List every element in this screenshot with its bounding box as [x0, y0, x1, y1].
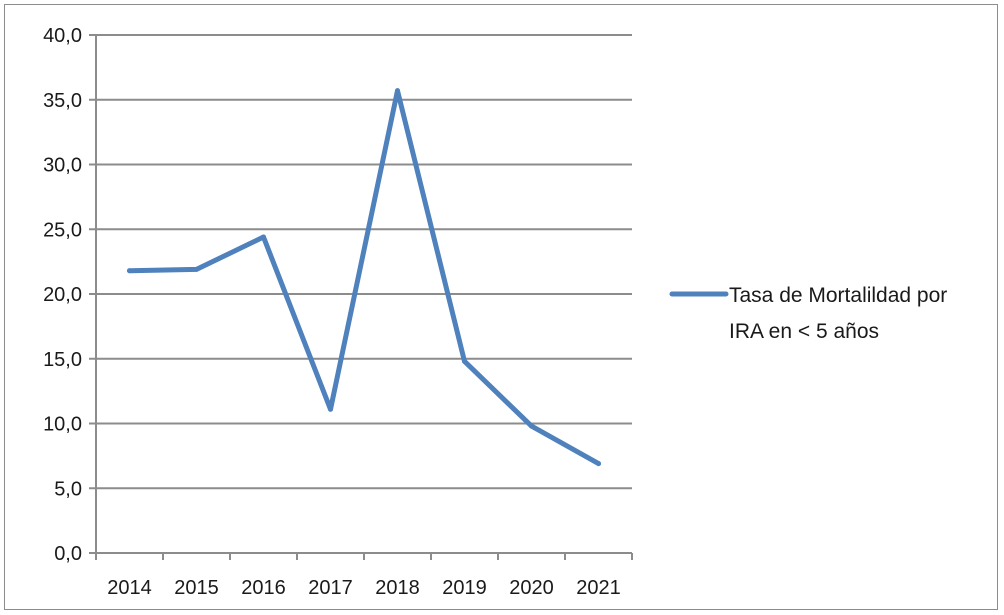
x-tick-label: 2014	[107, 577, 152, 599]
data-point	[395, 88, 400, 94]
x-tick-label: 2019	[442, 577, 487, 599]
y-tick-label: 15,0	[43, 349, 82, 371]
x-tick-label: 2017	[308, 577, 353, 599]
x-tick-label: 2018	[375, 577, 420, 599]
x-axis-tick-labels: 2014 2015 2016 2017 2018 2019 2020 2021	[107, 577, 621, 599]
y-tick-label: 5,0	[54, 478, 82, 500]
y-tick-label: 40,0	[43, 25, 82, 47]
chart-frame	[4, 4, 998, 610]
data-point	[127, 268, 132, 274]
y-tick-label: 35,0	[43, 90, 82, 112]
y-tick-label: 0,0	[54, 543, 82, 565]
data-point	[328, 406, 333, 412]
legend-label: IRA en < 5 años	[729, 320, 879, 343]
y-tick-label: 10,0	[43, 414, 82, 436]
data-point	[462, 358, 467, 364]
data-point	[194, 266, 199, 272]
x-tick-label: 2015	[174, 577, 219, 599]
x-tick-label: 2021	[576, 577, 621, 599]
series-lines	[127, 88, 601, 467]
x-tick-label: 2016	[241, 577, 286, 599]
y-axis-tick-labels: 0,0 5,0 10,0 15,0 20,0 25,0 30,0 35,0 40,0	[43, 25, 82, 565]
y-tick-label: 25,0	[43, 219, 82, 241]
data-point	[261, 234, 266, 240]
series-line	[127, 88, 601, 467]
y-tick-label: 30,0	[43, 155, 82, 177]
legend-label: Tasa de Mortalildad por	[729, 284, 947, 307]
legend: Tasa de Mortalildad por IRA en < 5 años	[669, 284, 947, 343]
gridlines	[96, 34, 632, 490]
data-point	[596, 461, 601, 467]
data-point	[529, 423, 534, 429]
x-tick-label: 2020	[509, 577, 554, 599]
y-tick-label: 20,0	[43, 284, 82, 306]
axes	[89, 34, 633, 560]
